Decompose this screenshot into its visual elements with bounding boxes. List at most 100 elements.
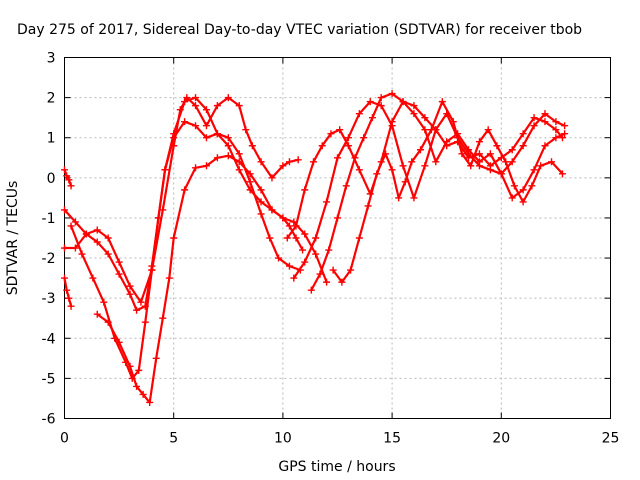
data-point [115,258,123,266]
data-point [202,106,210,114]
y-tick-label: 1 [47,131,56,147]
data-point [78,250,86,258]
data-point [71,218,79,226]
data-point [388,166,396,174]
data-point [67,182,75,190]
data-point [290,274,298,282]
data-point [537,162,545,170]
y-tick-label: 2 [47,91,56,107]
data-point [301,186,309,194]
data-point [484,126,492,134]
data-point [502,158,510,166]
x-tick-label: 15 [383,431,401,447]
data-point [360,134,368,142]
data-point [135,366,143,374]
data-point [541,118,549,126]
series-line [63,168,73,187]
data-point [465,146,473,154]
data-point [279,214,287,222]
data-point [329,266,337,274]
data-point [338,278,346,286]
data-point [388,122,396,130]
data-point [104,250,112,258]
data-point [399,162,407,170]
data-point [71,244,79,252]
data-point [235,158,243,166]
y-tick-label: -2 [42,251,56,267]
series-line [286,100,564,240]
data-point [285,158,293,166]
data-point [508,146,516,154]
data-point [279,162,287,170]
data-point [65,294,73,302]
data-point [336,126,344,134]
data-point [63,286,71,294]
data-point [421,114,429,122]
data-point [181,98,189,106]
y-tick-label: -5 [42,371,56,387]
data-point [355,166,363,174]
data-point [342,182,350,190]
data-point [61,206,68,214]
data-point [126,282,134,290]
data-point [364,202,372,210]
data-point [202,162,210,170]
data-point [347,266,355,274]
data-point [283,234,291,242]
data-point [93,310,101,318]
data-point [530,122,538,130]
data-point [224,152,232,160]
data-point [309,158,317,166]
data-point [421,162,429,170]
data-point [301,258,309,266]
data-point [497,170,505,178]
data-point [126,362,134,370]
plot-frame [64,57,611,419]
data-point [443,138,451,146]
data-point [257,210,265,218]
series-track-2 [61,166,75,190]
data-point [475,158,483,166]
data-point [275,254,283,262]
data-point [334,154,341,162]
data-point [202,134,210,142]
data-point [89,274,97,282]
data-point [312,234,320,242]
data-point [366,98,374,106]
data-point [235,150,243,158]
data-point [154,214,162,222]
data-point [316,270,324,278]
data-point [285,222,293,230]
y-tick-label: -1 [42,211,56,227]
data-point [318,142,326,150]
y-tick-label: -4 [42,331,56,347]
data-point [82,230,90,238]
data-point [344,134,352,142]
data-point [355,234,363,242]
data-point [410,102,418,110]
data-point [257,198,265,206]
data-point [246,170,254,178]
data-point [285,262,293,270]
data-point [246,186,254,194]
data-point [301,230,309,238]
series-line [96,154,328,404]
data-point [126,290,134,298]
data-point [139,390,147,398]
series-layer [61,90,569,406]
data-point [165,274,173,282]
data-point [519,198,527,206]
data-point [561,130,569,138]
data-point [146,398,154,406]
data-point [93,238,101,246]
data-point [268,206,276,214]
data-point [541,110,549,118]
data-point [63,172,71,180]
series-track-7 [283,98,566,242]
data-point [323,198,331,206]
series-track-6 [93,152,331,406]
data-point [292,234,300,242]
data-point [61,166,68,174]
data-point [257,186,265,194]
data-point [104,234,112,242]
